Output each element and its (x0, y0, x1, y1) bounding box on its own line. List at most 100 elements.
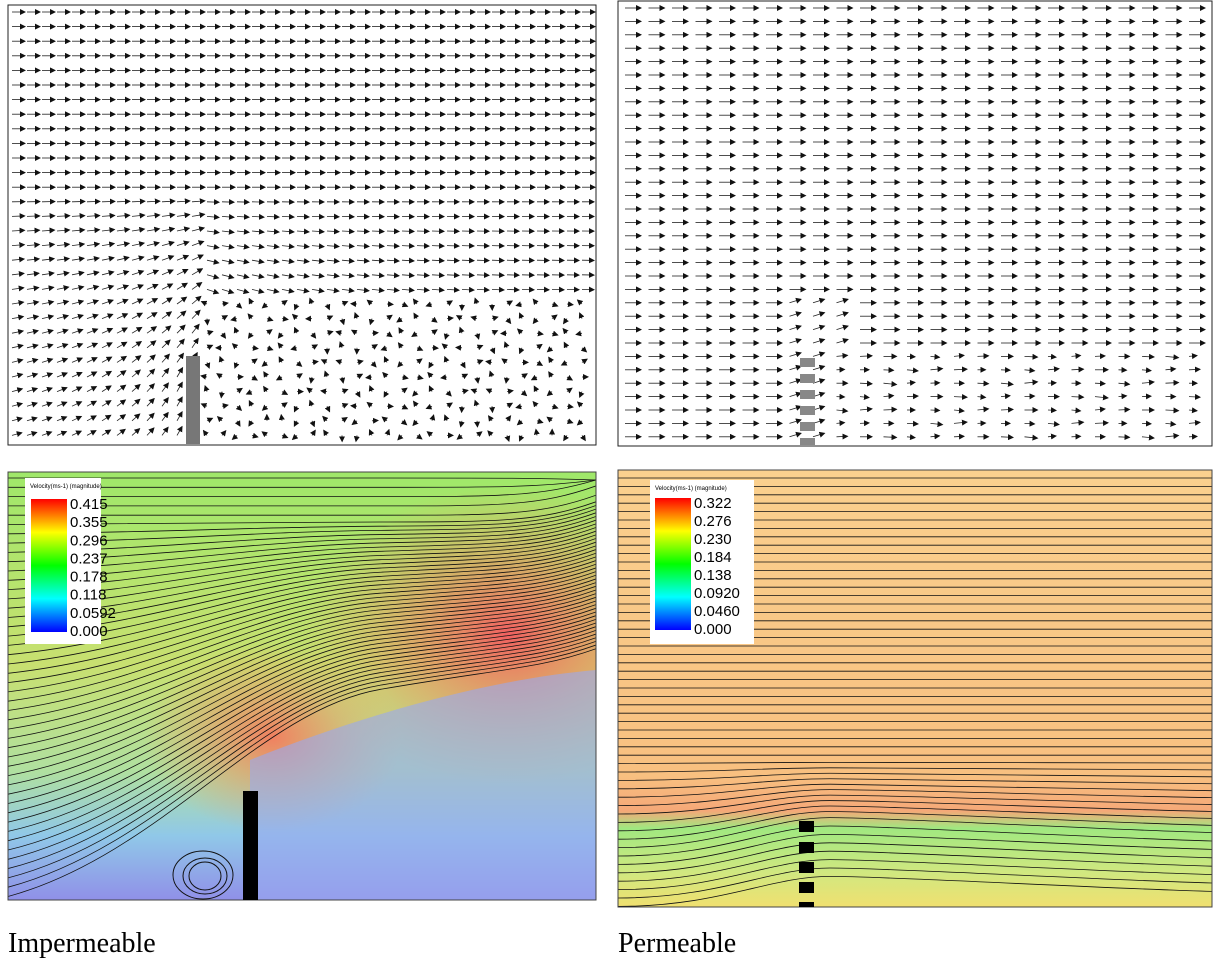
vector (233, 362, 240, 369)
vector (1000, 393, 1011, 400)
colorbar-label: 0.415 (70, 496, 108, 513)
vector (431, 257, 445, 264)
vector (266, 228, 280, 235)
vector (789, 324, 802, 331)
vector (11, 314, 25, 321)
vector (71, 371, 83, 378)
vector (859, 394, 870, 400)
vector (536, 360, 544, 366)
vector (812, 324, 826, 331)
vector (71, 328, 84, 335)
vector (382, 371, 389, 379)
vector (426, 431, 434, 438)
vector (446, 300, 454, 307)
vector (191, 323, 200, 334)
vector (71, 241, 86, 248)
colorbar: Velocity(ms-1) (magnitude) 0.3220.2760.2… (650, 480, 754, 644)
vector (1188, 366, 1201, 373)
vector (161, 212, 176, 219)
vector (191, 254, 204, 261)
vector (1047, 421, 1060, 427)
vector (176, 352, 184, 363)
vector (428, 385, 435, 393)
vector (101, 313, 114, 319)
vector (41, 241, 56, 248)
vector (71, 227, 86, 234)
vector (566, 301, 574, 308)
vector (278, 356, 285, 363)
vector (176, 396, 183, 407)
vector (311, 359, 319, 366)
caption: Impermeable (8, 928, 156, 959)
vector (397, 342, 404, 349)
vector (71, 430, 83, 436)
vector (11, 242, 26, 249)
vector (530, 374, 538, 381)
vector (200, 373, 208, 380)
vector (56, 343, 69, 349)
vector (116, 198, 131, 205)
vector (295, 360, 303, 367)
vector (501, 358, 508, 365)
vector (56, 430, 68, 437)
vector (86, 400, 98, 407)
vector (488, 370, 495, 378)
streamline (8, 567, 596, 693)
streamline (8, 538, 596, 618)
vector (26, 357, 39, 364)
vector (413, 312, 420, 320)
vector (515, 301, 523, 308)
vector (563, 341, 570, 349)
vector (275, 374, 283, 381)
vector (26, 227, 41, 234)
vector (11, 358, 24, 364)
vector (356, 228, 370, 235)
vector (296, 213, 310, 220)
vector (311, 287, 325, 294)
vector (131, 355, 142, 363)
vector (977, 406, 990, 413)
vector (101, 284, 115, 291)
vector (101, 356, 113, 363)
vector (202, 429, 209, 437)
vector (131, 255, 145, 262)
vector (398, 327, 405, 334)
colorbar-label: 0.000 (694, 621, 732, 638)
vector (371, 257, 385, 264)
vector (236, 387, 243, 394)
vector (520, 390, 528, 397)
vector (836, 420, 846, 427)
vector (563, 434, 569, 442)
vector (427, 371, 434, 379)
streamline (8, 479, 596, 498)
vector (930, 353, 941, 360)
colorbar-label: 0.296 (70, 532, 108, 549)
vector (371, 243, 385, 250)
vector (161, 426, 169, 436)
vector (236, 273, 250, 280)
vector (266, 213, 280, 220)
colorbar-label: 0.138 (694, 567, 732, 584)
vector (400, 419, 408, 426)
vector (281, 432, 289, 439)
vector (216, 373, 223, 379)
vector (56, 270, 70, 277)
vector (191, 309, 201, 319)
vector (1188, 419, 1201, 426)
vector (191, 198, 206, 205)
vector (309, 420, 316, 428)
vector (200, 300, 208, 307)
vector (308, 297, 315, 305)
vector (146, 198, 161, 205)
vector (146, 240, 160, 247)
vector (491, 286, 505, 293)
vector (131, 226, 146, 233)
vector (356, 287, 370, 294)
vector (86, 371, 98, 378)
vector (371, 330, 379, 337)
vector (281, 402, 288, 409)
vector (296, 287, 310, 294)
vector (131, 298, 144, 305)
vector (296, 272, 310, 279)
vector (566, 387, 573, 394)
